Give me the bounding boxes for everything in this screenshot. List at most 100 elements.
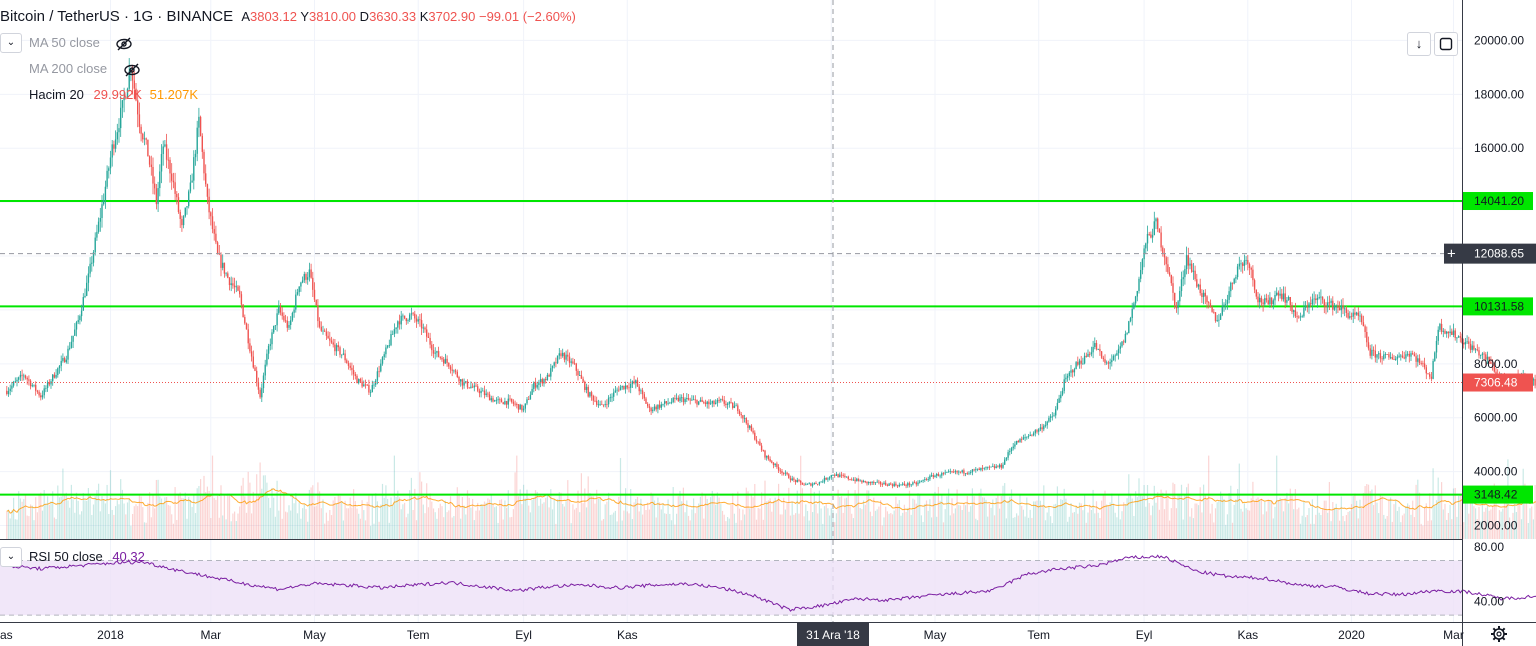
candle-body <box>1474 349 1477 351</box>
volume-bar <box>477 502 479 539</box>
volume-bar <box>820 508 822 539</box>
candle-body <box>844 475 846 477</box>
volume-bar <box>1519 497 1521 539</box>
candle-body <box>570 361 572 363</box>
candle-body <box>417 319 419 322</box>
candle-body <box>1299 316 1302 318</box>
volume-bar <box>434 512 436 539</box>
symbol-title[interactable]: Bitcoin / TetherUS · 1G · BINANCE <box>0 8 234 25</box>
eye-off-icon[interactable] <box>115 37 133 51</box>
candle-body <box>1440 323 1443 332</box>
candle-body <box>587 386 589 397</box>
volume-bar <box>1087 512 1089 539</box>
candle-body <box>602 404 605 406</box>
candle-body <box>448 362 450 367</box>
candle-body <box>206 184 209 197</box>
chevron-down-icon[interactable]: ⌄ <box>0 547 22 567</box>
ma200-legend[interactable]: MA 200 close <box>29 61 141 77</box>
candle-body <box>706 401 708 405</box>
candle-body <box>580 375 583 379</box>
volume-bar <box>1160 489 1162 539</box>
candle-body <box>767 455 770 459</box>
candle-body <box>1320 296 1322 298</box>
volume-bar <box>1002 485 1004 539</box>
volume-bar <box>358 513 360 539</box>
candle-body <box>1107 362 1110 364</box>
candle-body <box>208 196 210 213</box>
candle-body <box>874 482 877 484</box>
gear-icon[interactable] <box>1491 626 1507 642</box>
volume-bar <box>502 519 504 539</box>
volume-bar <box>344 500 346 539</box>
volume-bar <box>1044 520 1047 539</box>
volume-bar <box>106 484 108 539</box>
candle-body <box>1211 307 1213 312</box>
candle-body <box>959 471 962 473</box>
candle-body <box>199 116 202 136</box>
volume-bar <box>1296 509 1298 539</box>
candle-body <box>1083 355 1086 364</box>
volume-bar <box>16 519 18 539</box>
ma50-legend[interactable]: MA 50 close <box>29 35 133 51</box>
candle-body <box>1226 299 1229 304</box>
candle-body <box>1270 297 1273 305</box>
candle-body <box>803 484 805 486</box>
volume-bar <box>980 488 982 539</box>
fullscreen-icon[interactable] <box>1434 32 1458 56</box>
candle-body <box>160 154 163 172</box>
eye-off-icon[interactable] <box>123 63 141 77</box>
candle-body <box>528 399 530 401</box>
candle-body <box>1459 336 1461 338</box>
chevron-down-icon[interactable]: ⌄ <box>0 33 22 53</box>
volume-bar <box>1527 523 1529 539</box>
crosshair-price-label: 12088.65 <box>1474 247 1524 261</box>
volume-bar <box>53 517 55 539</box>
volume-bar <box>30 504 32 539</box>
candle-body <box>332 342 334 345</box>
volume-bar <box>550 489 552 539</box>
candle-body <box>1359 315 1361 317</box>
volume-bar <box>839 497 841 539</box>
volume-bar <box>359 518 361 539</box>
volume-bar <box>662 503 664 539</box>
candle-body <box>582 378 584 382</box>
candle-body <box>677 397 679 401</box>
volume-bar <box>431 501 433 539</box>
volume-bar <box>307 521 309 539</box>
volume-legend[interactable]: Hacim 20 29.992K 51.207K <box>29 87 198 102</box>
volume-bar <box>744 514 746 539</box>
candle-body <box>267 345 270 354</box>
volume-bar <box>903 504 905 539</box>
candle-body <box>609 397 611 399</box>
volume-bar <box>363 510 365 539</box>
candle-body <box>266 353 268 365</box>
candle-body <box>1456 337 1458 339</box>
volume-bar <box>247 471 249 539</box>
candle-body <box>1095 343 1098 350</box>
arrow-down-icon[interactable]: ↓ <box>1407 32 1431 56</box>
candle-body <box>1444 330 1446 334</box>
candle-body <box>628 387 630 389</box>
candle-body <box>912 482 914 485</box>
volume-bar <box>1089 504 1091 539</box>
candle-body <box>298 286 300 293</box>
candle-body <box>529 394 532 400</box>
candle-body <box>1145 243 1147 249</box>
candle-body <box>726 403 729 405</box>
volume-bar <box>230 521 232 539</box>
candle-body <box>1204 292 1206 297</box>
volume-bar <box>1247 509 1249 539</box>
volume-bar <box>1172 482 1174 539</box>
candle-body <box>97 221 100 232</box>
candle-body <box>779 470 781 472</box>
volume-bar <box>806 510 809 539</box>
volume-bar <box>397 490 399 539</box>
rsi-legend[interactable]: RSI 50 close 40.32 <box>29 549 145 564</box>
candle-body <box>1389 357 1392 359</box>
volume-bar <box>371 494 373 539</box>
volume-bar <box>524 498 526 539</box>
volume-bar <box>1186 487 1188 539</box>
symbol-header: Bitcoin / TetherUS · 1G · BINANCE A3803.… <box>0 8 576 25</box>
volume-bar <box>1248 510 1251 539</box>
